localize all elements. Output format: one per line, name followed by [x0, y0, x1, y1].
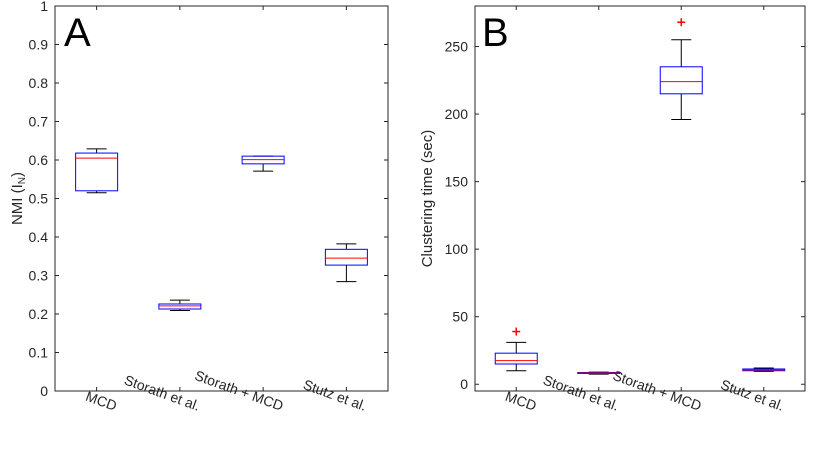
panel-a-ylabel-close: ) [9, 172, 26, 177]
panel-a-ytick-label: 0.8 [29, 75, 49, 91]
panel-a-ytick-label: 0.4 [29, 229, 49, 245]
iqr-box [494, 352, 538, 365]
panel-b-ytick-label: 0 [460, 376, 468, 392]
panel-a-box-2 [158, 299, 202, 312]
panel-b-ytick-label: 100 [445, 241, 469, 257]
panel-a-ytick-label: 0.6 [29, 152, 49, 168]
panel-a-box-3 [241, 155, 285, 172]
panel-b-xtick-label: MCD [503, 388, 538, 414]
panel-b-clustering-time-boxplot: 0 50 100 150 200 250 MCD Storath et al.Storath … [419, 5, 806, 414]
panel-b-box-2 [577, 371, 621, 375]
panel-b-ytick-label: 250 [445, 39, 469, 55]
panel-a-xtick-label: MCD [84, 388, 119, 414]
panel-a-ytick-label: 0.3 [29, 268, 49, 284]
iqr-box [158, 303, 202, 310]
iqr-box [75, 152, 119, 192]
panel-a-ytick-label: 0.5 [29, 191, 49, 207]
panel-b-label: B [482, 11, 509, 55]
panel-b-ytick-label: 150 [445, 174, 469, 190]
panel-a-ytick-label: 0.1 [29, 345, 49, 361]
iqr-box [659, 66, 703, 95]
panel-b-axes-box [474, 5, 806, 392]
panel-a-ylabel-subscript: N [17, 177, 28, 184]
panel-a-xtick-label: Storath et al. [122, 372, 202, 414]
panel-a-ytick-label: 1 [40, 0, 48, 14]
panel-b-box-4 [742, 367, 786, 372]
panel-b-xtick-label: Storath + MCD [611, 367, 704, 414]
panel-b-ylabel: Clustering time (sec) [419, 130, 436, 268]
panel-b-ytick-label: 50 [452, 309, 468, 325]
iqr-box [324, 248, 368, 266]
panel-a-ytick-label: 0.9 [29, 37, 49, 53]
panel-a-ylabel: NMI (IN) [9, 172, 28, 225]
panel-a-ytick-label: 0.7 [29, 114, 49, 130]
panel-b-ytick-label: 200 [445, 106, 469, 122]
panel-a-ytick-label: 0 [40, 383, 48, 399]
panel-b-xtick-label: Stutz et al. [719, 376, 787, 414]
panel-a-box-4 [324, 243, 368, 283]
panel-a-label: A [64, 11, 91, 55]
panel-b-box-3 [659, 18, 703, 120]
panel-a-xtick-label: Storath + MCD [193, 367, 286, 414]
panel-a-ytick-label: 0.2 [29, 306, 49, 322]
panel-b-xtick-label: Storath et al. [541, 372, 621, 414]
panel-b-box-1 [494, 327, 538, 372]
panel-a-axes-box [54, 5, 389, 392]
panel-a-xtick-label: Stutz et al. [301, 376, 369, 414]
panel-a-box-1 [75, 148, 119, 194]
